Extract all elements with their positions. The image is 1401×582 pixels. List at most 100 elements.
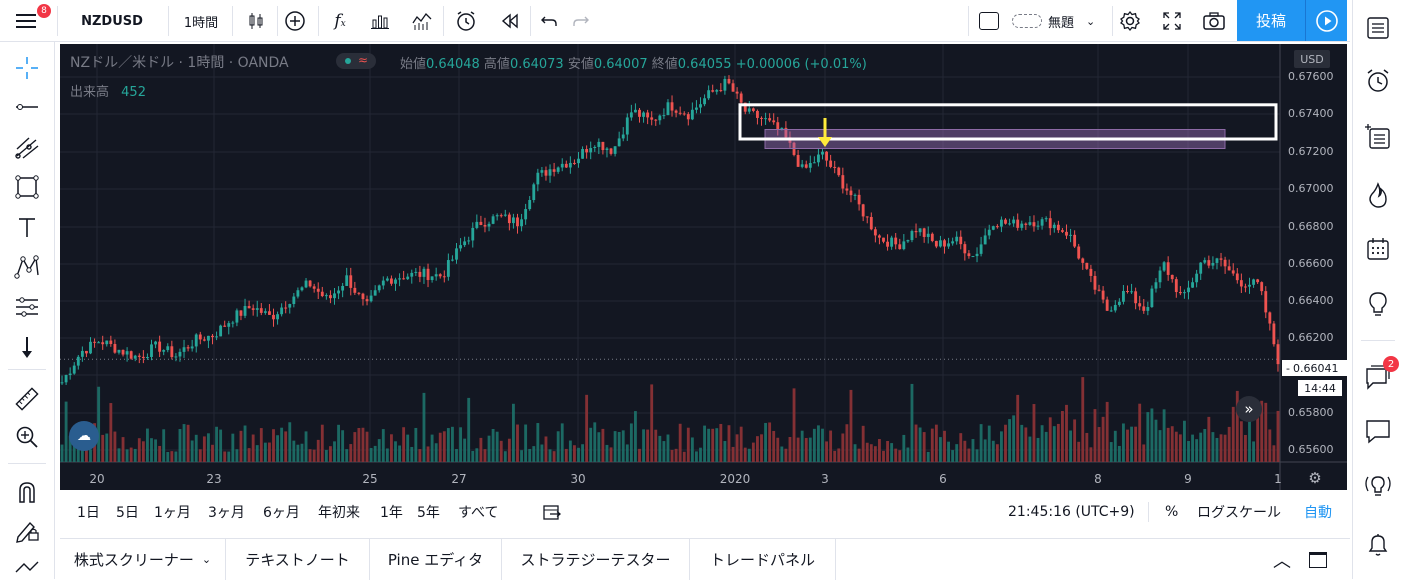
- tab-strategy-tester[interactable]: ストラテジーテスター: [502, 539, 690, 580]
- menu-button[interactable]: 8: [8, 0, 51, 42]
- tab-pine-editor[interactable]: Pine エディタ: [370, 539, 502, 580]
- notifications-button[interactable]: [1361, 528, 1395, 562]
- shape-tool[interactable]: [10, 172, 44, 202]
- percent-scale-button[interactable]: %: [1165, 504, 1179, 520]
- open-value: 0.64048: [426, 57, 480, 72]
- range-button[interactable]: すべて: [458, 505, 499, 521]
- alarm-clock-icon: [457, 11, 475, 31]
- market-status[interactable]: ≈: [336, 53, 376, 69]
- candle-body: [243, 306, 247, 316]
- tab-text-notes[interactable]: テキストノート: [226, 539, 370, 580]
- log-scale-button[interactable]: ログスケール: [1197, 505, 1281, 521]
- collapse-panel-button[interactable]: ︿: [1268, 539, 1296, 580]
- candle-body: [1248, 284, 1251, 287]
- range-button[interactable]: 5年: [417, 505, 440, 521]
- watchlist-button[interactable]: [1361, 11, 1395, 45]
- financials-button[interactable]: [362, 0, 398, 42]
- symbol-search-button[interactable]: NZDUSD: [81, 13, 143, 29]
- candle-body: [1187, 287, 1190, 293]
- layout-button[interactable]: 無題 ⌄: [1012, 0, 1112, 42]
- scroll-to-realtime-button[interactable]: »: [1236, 396, 1262, 422]
- publish-button[interactable]: 投稿: [1237, 0, 1305, 41]
- tab-trading-panel[interactable]: トレードパネル: [690, 539, 836, 580]
- alerts-button[interactable]: [1361, 64, 1395, 98]
- snapshot-button[interactable]: [1196, 0, 1232, 42]
- volume-bar: [918, 427, 922, 462]
- volume-bar: [1134, 426, 1138, 462]
- range-button[interactable]: 1ヶ月: [154, 505, 191, 521]
- volume-bar: [719, 423, 723, 462]
- indicators-button[interactable]: fx: [322, 0, 358, 42]
- trend-line-tool[interactable]: [10, 92, 44, 122]
- volume-bar: [113, 431, 117, 462]
- chart-settings-gear-icon[interactable]: ⚙: [1308, 469, 1322, 487]
- data-window-button[interactable]: [1361, 120, 1395, 154]
- streams-button[interactable]: [1361, 470, 1395, 504]
- play-button[interactable]: [1305, 0, 1347, 41]
- calendar-button[interactable]: [1361, 232, 1395, 266]
- measure-tool[interactable]: [10, 384, 44, 414]
- compare-button[interactable]: [277, 0, 313, 42]
- currency-label[interactable]: USD: [1294, 50, 1330, 68]
- templates-button[interactable]: [404, 0, 440, 42]
- prediction-tool[interactable]: [10, 292, 44, 322]
- pattern-icon: [14, 255, 39, 279]
- interval-button[interactable]: 1時間: [183, 15, 219, 31]
- candle-body: [190, 346, 194, 349]
- volume-bar: [451, 426, 454, 462]
- crosshair-tool[interactable]: [10, 53, 44, 83]
- magnet-tool[interactable]: [10, 477, 44, 507]
- candle-body: [1040, 219, 1044, 226]
- undo-button[interactable]: [534, 0, 564, 42]
- undo-icon: [541, 16, 557, 26]
- settings-button[interactable]: [1112, 0, 1148, 42]
- ruler-icon: [15, 387, 39, 411]
- list-icon: [1367, 17, 1389, 39]
- zoom-tool[interactable]: [10, 422, 44, 452]
- fib-tool[interactable]: [10, 132, 44, 162]
- range-button[interactable]: 5日: [116, 505, 139, 521]
- range-button[interactable]: 1年: [380, 505, 403, 521]
- range-button[interactable]: 年初来: [318, 505, 360, 521]
- replay-button[interactable]: [492, 0, 528, 42]
- candle-body: [890, 237, 894, 247]
- alert-button[interactable]: [448, 0, 484, 42]
- candle-body: [418, 271, 422, 277]
- candle-body: [215, 336, 218, 338]
- hide-drawings-tool[interactable]: [10, 552, 44, 582]
- fullscreen-select-button[interactable]: [972, 0, 1006, 42]
- candle-body: [72, 365, 76, 374]
- range-button[interactable]: 3ヶ月: [208, 505, 245, 521]
- fullscreen-button[interactable]: [1154, 0, 1190, 42]
- redo-icon: [573, 16, 589, 26]
- goto-date-button[interactable]: [538, 492, 566, 532]
- volume-bar: [548, 449, 552, 462]
- volume-bar: [792, 388, 796, 462]
- chart-type-button[interactable]: [238, 0, 274, 42]
- clock[interactable]: 21:45:16 (UTC+9): [1008, 504, 1135, 520]
- candle-body: [1239, 280, 1243, 287]
- range-button[interactable]: 1日: [77, 505, 100, 521]
- ideas-button[interactable]: [1361, 288, 1395, 322]
- auto-scale-button[interactable]: 自動: [1304, 505, 1332, 521]
- price-chart[interactable]: [60, 44, 1347, 490]
- redo-button[interactable]: [566, 0, 596, 42]
- drawing-toolbar: [0, 42, 55, 579]
- icon-tool[interactable]: [10, 332, 44, 362]
- range-button[interactable]: 6ヶ月: [263, 505, 300, 521]
- private-chats-button[interactable]: [1361, 414, 1395, 448]
- hotlists-button[interactable]: [1361, 178, 1395, 212]
- maximize-panel-button[interactable]: [1304, 539, 1332, 580]
- layout-name: 無題: [1048, 15, 1075, 31]
- volume-bar: [231, 433, 235, 462]
- tab-stock-screener[interactable]: 株式スクリーナー ⌄: [60, 539, 226, 580]
- chats-button[interactable]: 2: [1361, 356, 1399, 394]
- ideas-stream-button[interactable]: ☁: [69, 421, 99, 451]
- pattern-tool[interactable]: [10, 252, 44, 282]
- chart-pane[interactable]: NZドル／米ドル · 1時間 · OANDA ≈ 始値0.64048 高値0.6…: [60, 44, 1347, 490]
- volume-bar: [634, 411, 637, 462]
- candle-body: [1085, 262, 1089, 269]
- stay-in-drawing-tool[interactable]: [10, 515, 44, 545]
- candle-body: [1199, 262, 1203, 274]
- text-tool[interactable]: [10, 212, 44, 242]
